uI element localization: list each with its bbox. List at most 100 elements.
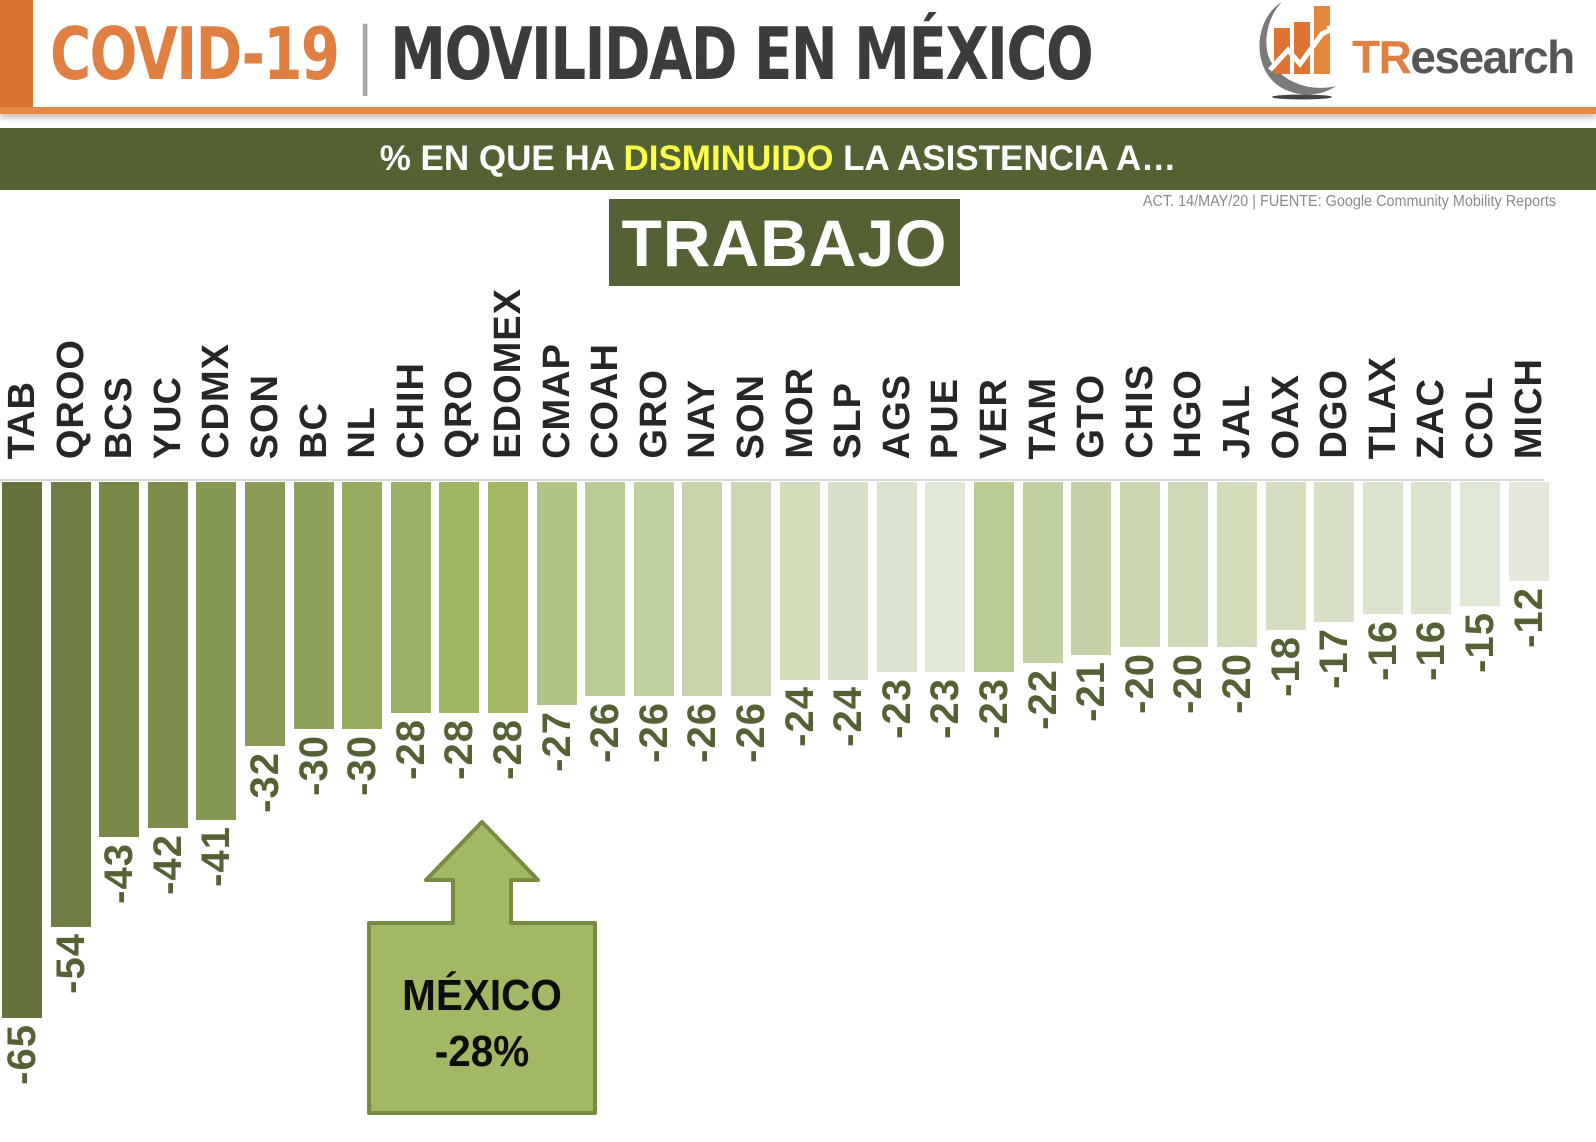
bar — [828, 482, 869, 680]
bar — [633, 482, 674, 697]
tresearch-logo: TResearch — [1252, 0, 1592, 104]
category-label: TAM — [1021, 376, 1064, 460]
category-label: CMAP — [535, 343, 578, 459]
value-label: -23 — [972, 677, 1016, 739]
value-label: -24 — [826, 685, 871, 747]
category-label: NL — [341, 406, 384, 459]
bar-column: TLAX -16 — [1361, 0, 1405, 1142]
bar-column: MICH -12 — [1507, 0, 1551, 1142]
value-label: -16 — [1409, 619, 1454, 681]
bar — [342, 482, 383, 730]
value-label: -24 — [777, 685, 822, 747]
category-label: VER — [973, 377, 1015, 459]
category-label: SON — [730, 373, 772, 459]
callout-text: MÉXICO -28% — [375, 968, 588, 1080]
bar — [876, 482, 917, 672]
bar — [1265, 482, 1306, 631]
value-label: -17 — [1312, 628, 1357, 689]
bar — [536, 482, 577, 705]
bar-column: GRO -26 — [632, 0, 676, 1142]
category-label: QROO — [49, 338, 92, 459]
title-mobility: MOVILIDAD EN MÉXICO — [390, 12, 1094, 96]
bar — [779, 482, 820, 680]
category-title: TRABAJO — [621, 205, 948, 280]
bar-column: EDOMEX -28 — [486, 0, 530, 1142]
value-label: -16 — [1360, 619, 1405, 681]
value-label: -26 — [583, 702, 628, 764]
bar — [1411, 482, 1452, 614]
value-label: -32 — [243, 751, 287, 813]
bar — [1314, 482, 1355, 623]
value-label: -18 — [1263, 636, 1308, 698]
category-label: CHIH — [389, 362, 432, 459]
title-separator: | — [355, 12, 375, 96]
bar — [1022, 482, 1063, 664]
bar-column: HGO -20 — [1166, 0, 1210, 1142]
bar-column: CHIH -28 — [389, 0, 433, 1142]
bar — [925, 482, 966, 672]
category-label: EDOMEX — [487, 288, 529, 459]
value-label: -26 — [631, 702, 676, 764]
bar — [1508, 482, 1549, 581]
bar-column: NAY -26 — [680, 0, 724, 1142]
value-label: -30 — [340, 735, 385, 797]
bar-column: SLP -24 — [826, 0, 870, 1142]
bar-column: YUC -42 — [146, 0, 190, 1142]
bar-column: COL -15 — [1458, 0, 1502, 1142]
bar-column: ZAC -16 — [1409, 0, 1453, 1142]
value-label: -20 — [1166, 652, 1211, 714]
value-label: -27 — [534, 710, 579, 772]
header: COVID-19 | MOVILIDAD EN MÉXICO TResearch — [0, 0, 1596, 114]
category-label: GRO — [632, 369, 675, 459]
category-label: COAH — [584, 343, 627, 459]
category-label: SON — [244, 373, 286, 459]
bar-column: BC -30 — [292, 0, 336, 1142]
value-label: -26 — [729, 702, 773, 764]
bar — [50, 482, 91, 928]
callout-value: -28% — [434, 1027, 530, 1076]
category-label: MICH — [1507, 357, 1550, 459]
value-label: -22 — [1020, 669, 1065, 731]
value-label: -15 — [1458, 611, 1502, 673]
bar — [682, 482, 723, 697]
bar-column: BCS -43 — [97, 0, 141, 1142]
bar-column: CDMX -41 — [194, 0, 238, 1142]
bar — [974, 482, 1014, 672]
value-label: -54 — [48, 933, 93, 995]
bar-column: JAL -20 — [1215, 0, 1259, 1142]
category-label: NAY — [681, 379, 724, 459]
value-label: -65 — [0, 1024, 44, 1085]
header-divider — [0, 107, 1596, 114]
bar — [196, 482, 237, 821]
value-label: -28 — [437, 718, 482, 780]
bar-column: TAB -65 — [0, 0, 44, 1142]
page-title: COVID-19 | MOVILIDAD EN MÉXICO — [50, 4, 1094, 104]
bar-column: OAX -18 — [1264, 0, 1308, 1142]
bar-column: MOR -24 — [778, 0, 822, 1142]
bar — [99, 482, 140, 837]
value-label: -41 — [194, 826, 239, 887]
logo-text: TResearch — [1352, 31, 1575, 83]
category-title-box: TRABAJO — [609, 199, 960, 286]
bar — [293, 482, 334, 730]
category-label: HGO — [1167, 369, 1210, 459]
bar — [2, 482, 42, 1018]
header-accent-bar — [0, 0, 33, 108]
bar — [731, 482, 771, 697]
category-label: DGO — [1313, 369, 1356, 459]
category-label: BC — [292, 402, 335, 459]
bar — [439, 482, 480, 713]
value-label: -30 — [291, 735, 336, 797]
bar-column: CMAP -27 — [535, 0, 579, 1142]
bar-column: VER -23 — [972, 0, 1016, 1142]
value-label: -20 — [1215, 652, 1259, 714]
value-label: -23 — [923, 677, 968, 739]
value-label: -28 — [388, 718, 433, 780]
bar-column: COAH -26 — [583, 0, 627, 1142]
value-label: -21 — [1069, 661, 1114, 722]
bar-chart-growth-icon — [1259, 2, 1338, 100]
zero-axis-line — [0, 479, 1544, 481]
bar — [147, 482, 188, 829]
bar-column: SON -26 — [729, 0, 773, 1142]
